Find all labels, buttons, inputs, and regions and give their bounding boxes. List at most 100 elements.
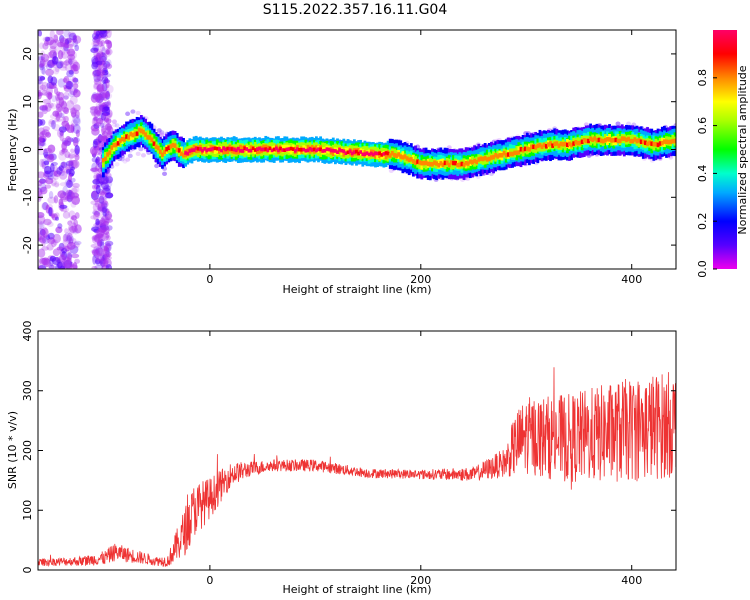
spectrogram-ridge-cell — [428, 161, 432, 167]
spectrogram-ridge-cell — [283, 148, 287, 152]
spectrogram-ridge-cell — [532, 144, 536, 150]
spectrogram-halo-cell — [388, 168, 394, 174]
spectrogram-noise-blob — [39, 178, 46, 184]
spectrogram-ridge-cell — [331, 148, 335, 153]
spectrogram-ridge-cell — [454, 160, 457, 166]
spectrogram-ridge-cell — [215, 146, 219, 151]
spectrogram-noise-blob — [101, 92, 111, 99]
spectrogram-ridge-cell — [565, 142, 569, 148]
spectrogram-noise-blob — [51, 239, 57, 248]
spectrogram-ridge-cell — [669, 139, 673, 145]
spectrogram-noise-blob — [38, 178, 48, 184]
spectrogram-ridge-cell — [363, 152, 367, 156]
spectrogram-ridge-cell — [625, 137, 628, 143]
snr-y-label: SNR (10 * v/v) — [6, 411, 19, 489]
spectrogram-noise-blob — [42, 227, 49, 238]
spectrogram-ridge-cell — [393, 152, 396, 158]
spectrogram-ridge-cell — [555, 141, 559, 146]
spectrogram-ridge-cell — [371, 152, 375, 157]
spectrogram-ridge-cell — [374, 151, 377, 156]
spectrogram-ridge-cell — [464, 160, 468, 166]
spectrogram-ridge-cell — [530, 144, 533, 150]
spectrogram-noise-blob — [90, 167, 99, 172]
spectrogram-ridge-cell — [384, 151, 388, 160]
spectrogram-noise-blob — [73, 219, 78, 228]
spectrogram-ridge-cell — [452, 160, 455, 166]
spectrogram-ridge-cell — [629, 138, 633, 144]
spectrogram-ridge-cell — [540, 144, 544, 149]
spectrogram-ridge-cell — [101, 158, 105, 168]
spectrogram-noise-blob — [45, 132, 52, 138]
spectrogram-noise-blob — [38, 76, 42, 85]
spectrogram-ridge-cell — [449, 160, 453, 165]
spectrogram-noise-blob — [43, 160, 50, 166]
spectrogram-noise-blob — [106, 123, 112, 133]
spectrogram-noise-blob — [67, 39, 74, 47]
spectrogram-noise-blob — [66, 179, 73, 189]
snr-plot-area — [38, 331, 676, 570]
spectrogram-ridge-cell — [544, 144, 548, 149]
spectrogram-ridge-cell — [308, 146, 312, 151]
spectrogram-ridge-cell — [471, 160, 474, 165]
spectrogram-noise-blob — [38, 146, 43, 151]
spectrogram-noise-blob — [69, 95, 78, 105]
spectrogram-noise-blob — [91, 110, 97, 117]
spectrogram-noise-blob — [47, 154, 55, 163]
spectrogram-noise-blob — [95, 157, 103, 167]
spectrogram-ridge-cell — [236, 147, 240, 155]
spectrogram-halo-cell — [138, 146, 144, 152]
spectrogram-noise-blob — [92, 140, 98, 149]
spectrogram-ridge-cell — [367, 152, 371, 157]
spectrogram-noise-blob — [63, 60, 70, 66]
spectrogram-ridge-cell — [262, 147, 266, 152]
spectrogram-ridge-cell — [327, 147, 331, 152]
spectrogram-ridge-cell — [127, 135, 131, 140]
spectrogram-noise-blob — [101, 182, 109, 191]
spectrogram-ridge-cell — [319, 147, 323, 152]
spectrogram-ridge-cell — [213, 146, 217, 154]
spectrogram-ridge-cell — [357, 147, 360, 156]
spectrogram-ridge-cell — [517, 150, 521, 155]
spectrogram-noise-blob — [44, 36, 51, 42]
spectrogram-ridge-cell — [232, 147, 236, 152]
spectrogram-noise-blob — [38, 215, 46, 225]
spectrogram-ridge-cell — [376, 151, 379, 156]
spectrogram-ridge-cell — [171, 142, 175, 148]
spectrogram-noise-blob — [96, 118, 102, 127]
spectrogram-noise-blob — [72, 77, 79, 83]
spectrogram-ridge-cell — [188, 149, 192, 153]
spectrogram-noise-blob — [41, 242, 46, 247]
spectrogram-ridge-cell — [173, 143, 177, 148]
spectrogram-ridge-cell — [125, 134, 128, 139]
spectrogram-noise-blob — [65, 189, 74, 199]
spectrogram-noise-blob — [54, 212, 60, 219]
spectrogram-ridge-cell — [118, 138, 122, 143]
spectrogram-ridge-cell — [559, 141, 563, 147]
spectrogram-noise-blob — [105, 79, 110, 89]
spectrogram-noise-blob — [42, 231, 48, 238]
spectrogram-ridge-cell — [365, 151, 369, 155]
spectrogram-marks — [38, 30, 676, 269]
spectrogram-noise-blob — [92, 210, 100, 215]
spectrogram-x-tick-label: 400 — [621, 273, 642, 286]
spectrogram-noise-blob — [90, 47, 99, 53]
spectrogram-ridge-cell — [591, 137, 595, 143]
spectrogram-ridge-cell — [606, 137, 609, 142]
spectrogram-halo-cell — [125, 111, 131, 116]
spectrogram-noise-blob — [100, 188, 108, 194]
spectrogram-ridge-cell — [268, 146, 272, 155]
spectrogram-ridge-cell — [359, 150, 363, 154]
spectrogram-ridge-cell — [253, 148, 257, 152]
spectrogram-ridge-cell — [671, 138, 675, 144]
spectrogram-noise-blob — [73, 240, 82, 246]
spectrogram-noise-blob — [47, 237, 56, 245]
spectrogram-ridge-cell — [620, 136, 624, 141]
spectrogram-ridge-cell — [258, 146, 261, 151]
spectrogram-noise-blob — [64, 228, 69, 234]
spectrogram-noise-blob — [68, 210, 76, 220]
spectrogram-noise-blob — [71, 136, 80, 144]
snr-x-tick-label: 0 — [206, 574, 213, 587]
spectrogram-noise-blob — [68, 50, 77, 60]
spectrogram-noise-blob — [98, 52, 108, 63]
spectrogram-noise-blob — [94, 200, 100, 208]
